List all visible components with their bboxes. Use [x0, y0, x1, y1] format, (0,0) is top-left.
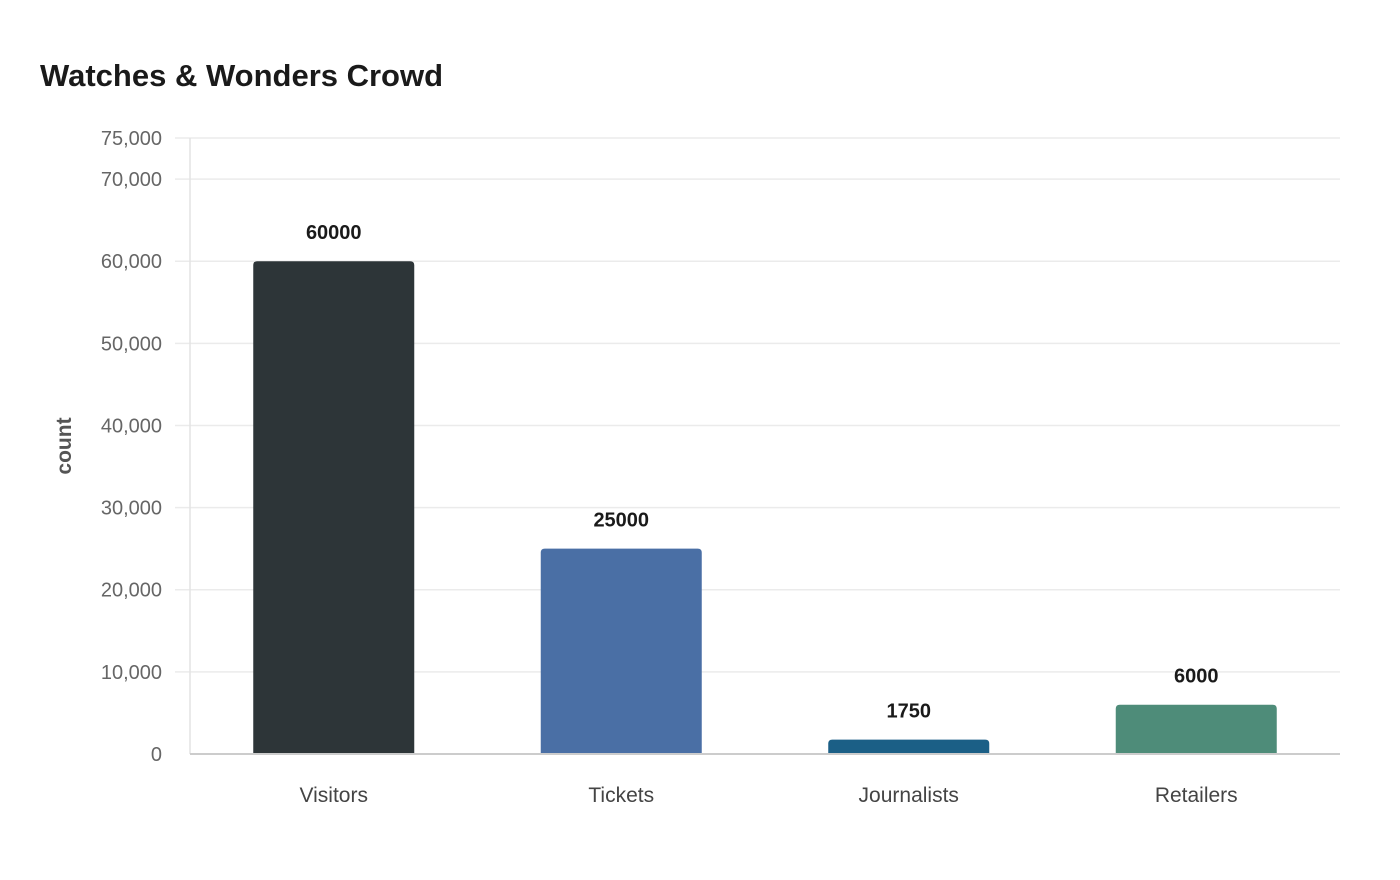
y-tick-label: 70,000	[101, 169, 162, 191]
bars	[253, 261, 1277, 754]
bar-visitors	[253, 261, 415, 754]
value-label: 1750	[887, 701, 932, 723]
value-label: 6000	[1174, 666, 1219, 688]
value-label: 25000	[593, 510, 649, 532]
y-axis-title: count	[53, 417, 76, 474]
y-axis: 0 10,000 20,000 30,000 40,000 50,000 60,000 70,…	[101, 128, 191, 766]
x-tick-label: Visitors	[300, 784, 368, 807]
x-tick-label: Tickets	[588, 784, 654, 807]
x-tick-label: Journalists	[859, 784, 959, 807]
value-label: 60000	[306, 222, 362, 244]
y-tick-label: 50,000	[101, 333, 162, 355]
y-tick-label: 75,000	[101, 128, 162, 150]
y-tick-label: 60,000	[101, 251, 162, 273]
bar-retailers	[1115, 704, 1277, 754]
y-tick-label: 10,000	[101, 662, 162, 684]
y-tick-label: 0	[151, 744, 162, 766]
x-axis: Visitors Tickets Journalists Retailers	[190, 753, 1340, 807]
bar-tickets	[540, 548, 702, 754]
value-labels: 60000 25000 1750 6000	[306, 222, 1219, 722]
y-tick-label: 30,000	[101, 498, 162, 520]
chart-title: Watches & Wonders Crowd	[40, 58, 444, 93]
y-tick-label: 40,000	[101, 415, 162, 437]
y-tick-label: 20,000	[101, 580, 162, 602]
x-tick-label: Retailers	[1155, 784, 1238, 807]
bar-journalists	[828, 739, 990, 754]
